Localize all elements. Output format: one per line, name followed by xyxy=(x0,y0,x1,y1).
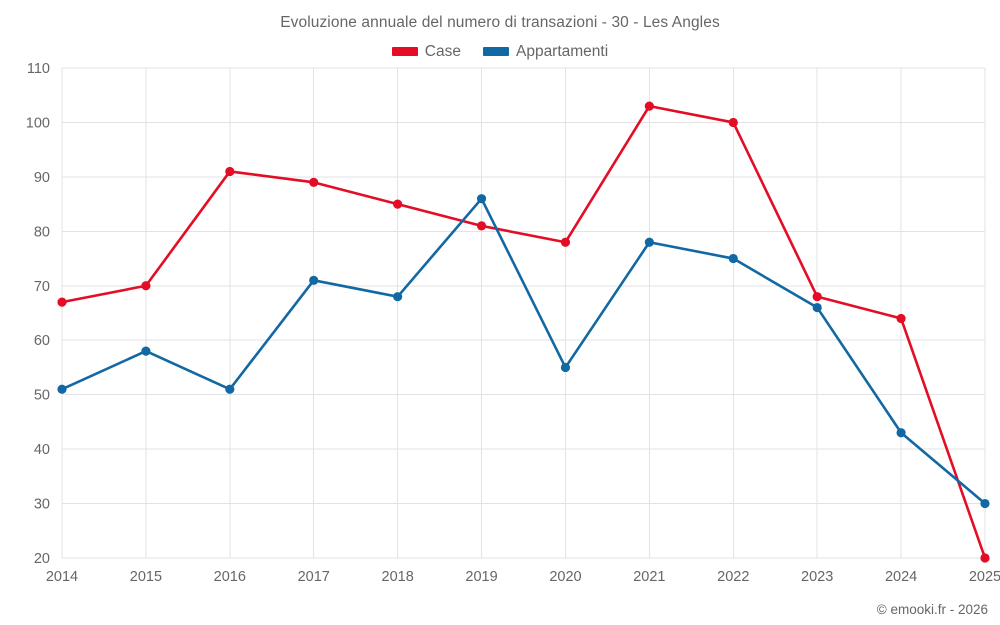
data-point-case-2020[interactable] xyxy=(560,237,571,247)
legend-label-appartamenti: Appartamenti xyxy=(515,43,609,60)
data-point-case-2024[interactable] xyxy=(896,313,906,324)
x-axis-tick-label: 2020 xyxy=(549,569,581,585)
series-line-appartamenti[interactable] xyxy=(60,197,987,505)
y-axis-tick-label: 40 xyxy=(34,442,50,458)
data-point-appartamenti-2021[interactable] xyxy=(644,237,654,247)
y-axis-tick-label: 50 xyxy=(34,388,50,404)
data-point-case-2015[interactable] xyxy=(141,281,151,291)
x-axis-tick-label: 2015 xyxy=(130,569,162,585)
x-axis-tick-label: 2014 xyxy=(46,569,78,585)
data-point-appartamenti-2015[interactable] xyxy=(141,346,151,356)
x-axis-tick-label: 2024 xyxy=(885,569,917,585)
y-axis-tick-label: 80 xyxy=(34,224,50,240)
legend-swatch-case xyxy=(391,47,418,57)
y-axis-tick-label: 30 xyxy=(34,497,50,513)
x-axis-tick-label: 2017 xyxy=(298,569,330,585)
data-point-appartamenti-2016[interactable] xyxy=(225,384,235,394)
x-axis-tick-label: 2016 xyxy=(214,569,246,585)
credit-text: © emooki.fr - 2026 xyxy=(876,602,988,617)
x-axis-tick-label: 2022 xyxy=(717,569,749,585)
chart-title: Evoluzione annuale del numero di transaz… xyxy=(280,14,720,31)
data-point-case-2023[interactable] xyxy=(812,292,822,302)
x-axis-tick-label: 2018 xyxy=(382,569,414,585)
data-point-case-2014[interactable] xyxy=(57,297,67,307)
data-point-appartamenti-2018[interactable] xyxy=(393,292,403,302)
data-point-case-2021[interactable] xyxy=(644,101,654,111)
legend-swatch-appartamenti xyxy=(482,47,509,57)
data-point-appartamenti-2023[interactable] xyxy=(812,302,822,313)
data-point-appartamenti-2025[interactable] xyxy=(980,498,990,509)
x-axis-tick-label: 2025 xyxy=(969,569,1000,585)
data-point-appartamenti-2019[interactable] xyxy=(476,194,487,204)
data-point-case-2025[interactable] xyxy=(980,553,990,563)
y-axis-tick-label: 110 xyxy=(27,61,50,77)
x-axis-tick-label: 2021 xyxy=(633,569,665,585)
data-point-case-2022[interactable] xyxy=(728,117,738,128)
data-point-appartamenti-2020[interactable] xyxy=(560,362,571,373)
data-point-appartamenti-2022[interactable] xyxy=(728,253,738,264)
series-line-case[interactable] xyxy=(60,104,987,560)
data-point-case-2016[interactable] xyxy=(225,166,235,177)
legend-item-appartamenti[interactable]: Appartamenti xyxy=(482,43,609,60)
data-point-appartamenti-2014[interactable] xyxy=(57,384,67,394)
legend-item-case[interactable]: Case xyxy=(391,43,461,60)
x-axis-tick-label: 2019 xyxy=(465,569,497,585)
data-point-case-2018[interactable] xyxy=(393,199,403,209)
data-point-appartamenti-2024[interactable] xyxy=(896,428,906,438)
y-axis-tick-label: 90 xyxy=(34,170,50,186)
data-point-appartamenti-2017[interactable] xyxy=(309,275,319,285)
x-axis-tick-label: 2023 xyxy=(801,569,833,585)
chart-legend: Case Appartamenti xyxy=(0,44,1000,60)
data-point-case-2017[interactable] xyxy=(309,177,319,187)
y-axis-tick-label: 60 xyxy=(34,333,50,349)
data-point-case-2019[interactable] xyxy=(476,221,487,231)
y-axis-tick-label: 70 xyxy=(34,279,50,295)
legend-label-case: Case xyxy=(424,43,461,60)
y-axis-tick-label: 100 xyxy=(26,115,50,131)
y-axis-tick-label: 20 xyxy=(34,551,50,567)
